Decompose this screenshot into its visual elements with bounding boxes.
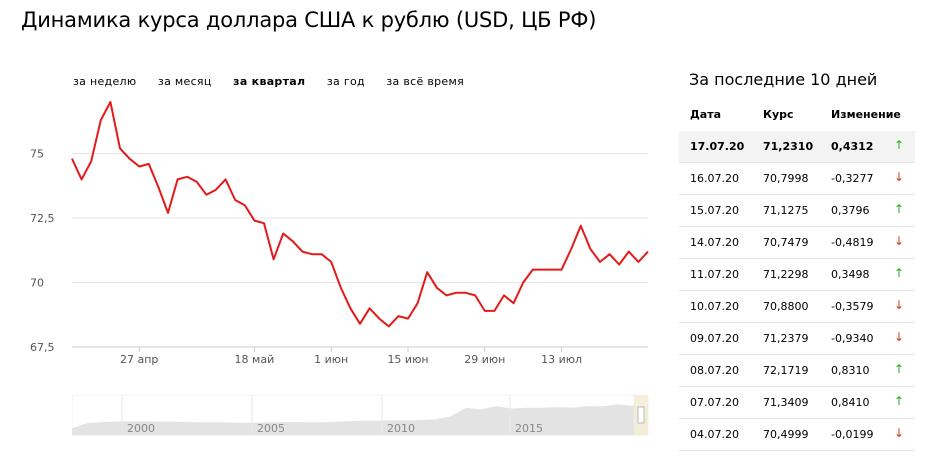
table-row: 09.07.20 71,2379 -0,9340 ↓ <box>679 323 915 355</box>
navigator-area <box>72 404 648 435</box>
panel-title: За последние 10 дней <box>689 70 878 89</box>
change-cell: 0,8410 <box>831 396 870 409</box>
table-row: 11.07.20 71,2298 0,3498 ↑ <box>679 259 915 291</box>
change-cell: 0,3796 <box>831 204 870 217</box>
navigator-year-label: 2000 <box>127 422 155 435</box>
change-cell: 0,3498 <box>831 268 870 281</box>
arrow-up-icon: ↑ <box>894 138 905 152</box>
change-cell: -0,3277 <box>831 172 874 185</box>
y-tick-label: 75 <box>30 148 44 161</box>
series-line <box>71 101 649 328</box>
rate-cell: 71,1275 <box>763 204 809 217</box>
rate-cell: 71,2310 <box>763 140 814 153</box>
date-cell: 14.07.20 <box>690 236 739 249</box>
period-week[interactable]: за неделю <box>73 75 137 88</box>
header-change: Изменение <box>831 108 901 121</box>
y-tick-label: 72,5 <box>30 212 55 225</box>
x-tick-label: 18 май <box>235 353 275 366</box>
change-cell: 0,8310 <box>831 364 870 377</box>
date-cell: 11.07.20 <box>690 268 739 281</box>
navigator-handle <box>637 406 645 424</box>
arrow-down-icon: ↓ <box>894 298 905 312</box>
table-row: 08.07.20 72,1719 0,8310 ↑ <box>679 355 915 387</box>
x-tick-label: 1 июн <box>314 353 348 366</box>
navigator-year-label: 2015 <box>515 422 543 435</box>
arrow-down-icon: ↓ <box>894 426 905 440</box>
rate-cell: 70,7479 <box>763 236 809 249</box>
arrow-down-icon: ↓ <box>894 330 905 344</box>
x-tick-label: 15 июн <box>387 353 428 366</box>
change-cell: -0,4819 <box>831 236 874 249</box>
date-cell: 15.07.20 <box>690 204 739 217</box>
table-row: 14.07.20 70,7479 -0,4819 ↓ <box>679 227 915 259</box>
change-cell: -0,9340 <box>831 332 874 345</box>
arrow-down-icon: ↓ <box>894 170 905 184</box>
rate-cell: 71,3409 <box>763 396 809 409</box>
table-row: 17.07.20 71,2310 0,4312 ↑ <box>679 131 915 163</box>
rate-cell: 72,1719 <box>763 364 809 377</box>
arrow-up-icon: ↑ <box>894 394 905 408</box>
x-tick-label: 29 июн <box>464 353 505 366</box>
date-cell: 17.07.20 <box>690 140 745 153</box>
rate-cell: 71,2298 <box>763 268 809 281</box>
table-row: 07.07.20 71,3409 0,8410 ↑ <box>679 387 915 419</box>
date-cell: 10.07.20 <box>690 300 739 313</box>
period-quarter[interactable]: за квартал <box>233 75 306 88</box>
date-cell: 07.07.20 <box>690 396 739 409</box>
change-cell: 0,4312 <box>831 140 874 153</box>
header-date: Дата <box>690 108 722 121</box>
arrow-up-icon: ↑ <box>894 362 905 376</box>
page-title: Динамика курса доллара США к рублю (USD,… <box>21 8 597 32</box>
arrow-down-icon: ↓ <box>894 234 905 248</box>
navigator-year-label: 2005 <box>257 422 285 435</box>
table-row: 16.07.20 70,7998 -0,3277 ↓ <box>679 163 915 195</box>
x-tick-label: 13 июл <box>541 353 582 366</box>
table-body: 17.07.20 71,2310 0,4312 ↑ 16.07.20 70,7998 -0,… <box>679 131 915 451</box>
header-rate: Курс <box>763 108 794 121</box>
arrow-up-icon: ↑ <box>894 266 905 280</box>
date-cell: 16.07.20 <box>690 172 739 185</box>
y-tick-label: 70 <box>30 277 44 290</box>
change-cell: -0,3579 <box>831 300 874 313</box>
rate-cell: 70,7998 <box>763 172 809 185</box>
date-cell: 09.07.20 <box>690 332 739 345</box>
date-cell: 08.07.20 <box>690 364 739 377</box>
period-selector: за неделю за месяц за квартал за год за … <box>73 75 482 88</box>
rate-cell: 71,2379 <box>763 332 809 345</box>
rate-cell: 70,8800 <box>763 300 809 313</box>
navigator-year-label: 2010 <box>387 422 415 435</box>
x-tick-label: 27 апр <box>120 353 158 366</box>
y-tick-label: 67,5 <box>30 341 55 354</box>
period-year[interactable]: за год <box>326 75 365 88</box>
change-cell: -0,0199 <box>831 428 874 441</box>
period-month[interactable]: за месяц <box>157 75 212 88</box>
table-header: Дата Курс Изменение <box>679 108 915 126</box>
period-all-time[interactable]: за всё время <box>386 75 465 88</box>
rate-chart[interactable]: 67,5 70 72,5 75 27 апр 18 май 1 июн 15 июн 29 ию… <box>0 96 660 371</box>
rate-cell: 70,4999 <box>763 428 809 441</box>
arrow-up-icon: ↑ <box>894 202 905 216</box>
table-row: 04.07.20 70,4999 -0,0199 ↓ <box>679 419 915 451</box>
table-row: 15.07.20 71,1275 0,3796 ↑ <box>679 195 915 227</box>
chart-navigator[interactable]: 2000 2005 2010 2015 <box>72 395 657 437</box>
date-cell: 04.07.20 <box>690 428 739 441</box>
table-row: 10.07.20 70,8800 -0,3579 ↓ <box>679 291 915 323</box>
